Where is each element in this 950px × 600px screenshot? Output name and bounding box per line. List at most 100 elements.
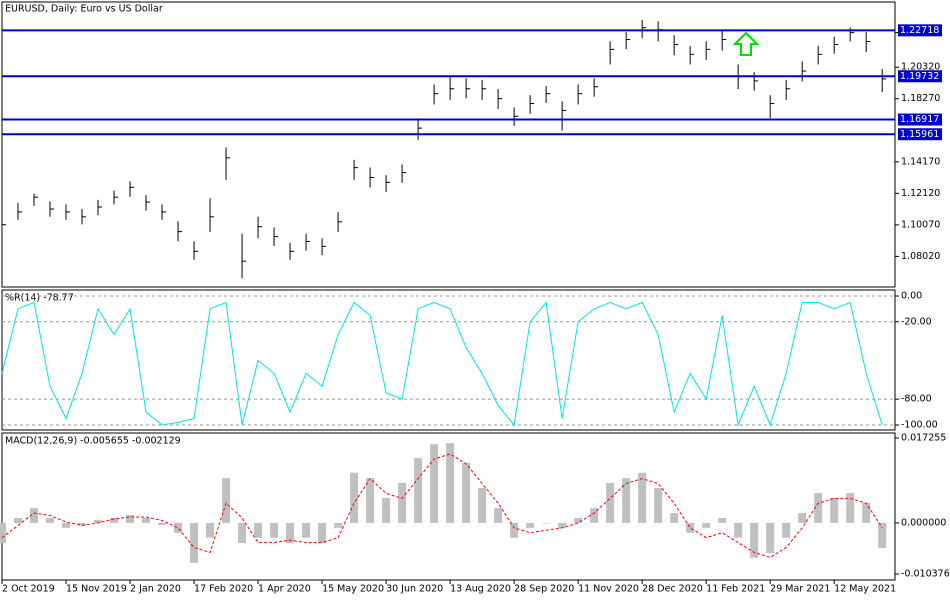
y-tick-label: 1.20320 [901, 62, 940, 73]
macd-bar [558, 522, 567, 528]
y-tick-label: -20.00 [901, 316, 932, 327]
macd-bar [478, 487, 487, 523]
wpr-title: %R(14) -78.77 [5, 293, 74, 304]
macd-bar [574, 518, 583, 523]
macd-bar [830, 497, 839, 523]
y-tick-label: 1.12120 [901, 188, 940, 199]
y-tick-label: 1.18270 [901, 93, 940, 104]
macd-panel [1, 432, 896, 581]
macd-bar [702, 522, 711, 528]
macd-bar [142, 518, 151, 523]
macd-bar [430, 444, 439, 523]
x-tick-label: 2 Jan 2020 [130, 584, 181, 595]
x-tick-label: 28 Dec 2020 [642, 584, 703, 595]
macd-bar [254, 522, 263, 538]
macd-bar [206, 522, 215, 538]
x-tick-label: 11 Nov 2020 [578, 584, 639, 595]
macd-bar [190, 522, 199, 563]
macd-bar [718, 518, 727, 523]
macd-bar [174, 522, 183, 533]
x-tick-label: 13 Aug 2020 [450, 584, 511, 595]
macd-bar [798, 513, 807, 523]
macd-bar [622, 478, 631, 523]
macd-bar [158, 522, 167, 525]
macd-bar [126, 515, 135, 523]
x-tick-label: 1 Apr 2020 [258, 584, 311, 595]
level-label: 1.22718 [900, 25, 939, 36]
up-arrow [732, 31, 760, 56]
macd-bar [510, 522, 519, 538]
macd-bar [302, 522, 311, 538]
x-tick-label: 15 May 2020 [322, 584, 384, 595]
price-title: EURUSD, Daily: Euro vs US Dollar [5, 4, 163, 15]
macd-bar [654, 487, 663, 523]
macd-bar [110, 518, 119, 523]
y-tick-label: 0.00 [901, 290, 922, 301]
macd-bar [398, 483, 407, 523]
macd-bar [734, 522, 743, 538]
x-tick-label: 2 Oct 2019 [2, 584, 55, 595]
x-tick-label: 17 Feb 2020 [194, 584, 253, 595]
macd-bar [750, 522, 759, 558]
macd-bar [14, 518, 23, 523]
level-label: 1.19732 [900, 71, 939, 82]
y-tick-label: 1.08020 [901, 251, 940, 262]
macd-bar [334, 522, 343, 528]
x-tick-label: 29 Mar 2021 [770, 584, 830, 595]
wpr-panel [1, 289, 896, 431]
macd-bar [846, 492, 855, 523]
y-tick-label: -80.00 [901, 394, 932, 405]
macd-bar [814, 492, 823, 523]
price-panel [1, 1, 896, 288]
macd-bar [606, 483, 615, 523]
macd-bar [366, 478, 375, 523]
macd-bar [638, 472, 647, 523]
y-tick-label: -0.010376 [901, 569, 950, 580]
level-label-box [898, 24, 942, 37]
macd-bar [78, 522, 87, 526]
macd-bar [30, 508, 39, 523]
wpr-line [1, 301, 883, 427]
macd-bar [94, 519, 103, 523]
macd-bar [526, 522, 535, 528]
macd-bar [350, 472, 359, 523]
macd-bar [318, 522, 327, 544]
x-tick-label: 28 Sep 2020 [514, 584, 574, 595]
level-label-box [898, 70, 942, 83]
level-label: 1.16917 [900, 114, 939, 125]
level-label-box [898, 113, 942, 126]
macd-bar [686, 522, 695, 533]
macd-bar [782, 522, 791, 538]
macd-bar [46, 518, 55, 523]
level-label-box [898, 128, 942, 141]
macd-bar [382, 497, 391, 523]
macd-bar [766, 522, 775, 553]
macd-bar [494, 508, 503, 523]
macd-title: MACD(12,26,9) -0.005655 -0.002129 [5, 436, 181, 447]
x-tick-label: 11 Feb 2021 [706, 584, 765, 595]
macd-bar [590, 508, 599, 523]
macd-bar [270, 522, 279, 538]
macd-bar [414, 457, 423, 523]
x-tick-label: 12 May 2021 [834, 584, 896, 595]
macd-bar [238, 522, 247, 544]
macd-bar [0, 522, 6, 544]
macd-bar [462, 462, 471, 523]
y-tick-label: 1.10070 [901, 219, 940, 230]
x-tick-label: 30 Jun 2020 [386, 584, 443, 595]
macd-bar [670, 513, 679, 523]
level-label: 1.15961 [900, 129, 939, 140]
y-tick-label: 1.14170 [901, 156, 940, 167]
y-tick-label: -100.00 [901, 419, 938, 430]
macd-bar [878, 522, 887, 549]
macd-bar [62, 522, 71, 528]
x-tick-label: 15 Nov 2019 [66, 584, 127, 595]
y-tick-label: 0.017255 [901, 432, 946, 443]
macd-bar [446, 443, 455, 523]
macd-bar [222, 478, 231, 523]
macd-bar [286, 522, 295, 544]
macd-bar [862, 502, 871, 523]
signal-line [1, 453, 883, 558]
macd-bar [542, 522, 551, 524]
